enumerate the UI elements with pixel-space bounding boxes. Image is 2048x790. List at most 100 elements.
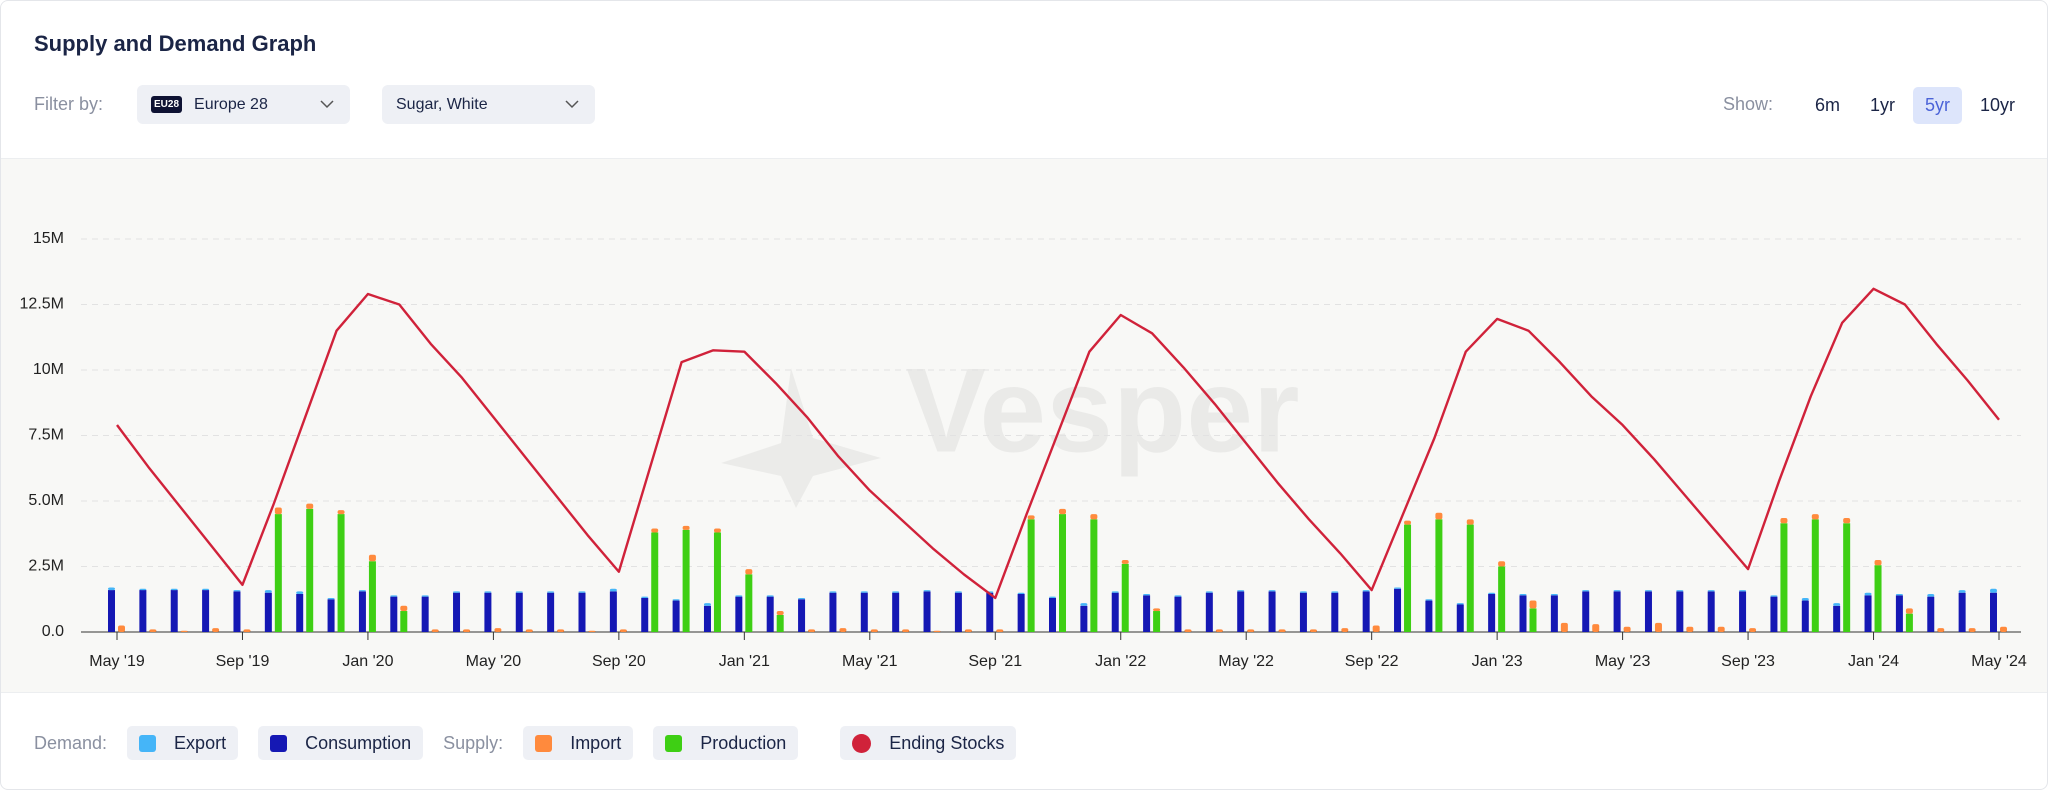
bar-segment <box>892 592 900 632</box>
bar-segment <box>421 596 429 632</box>
x-tick-label: Sep '22 <box>1345 653 1399 670</box>
x-tick-label: Jan '24 <box>1848 653 1899 670</box>
legend-swatch <box>852 733 872 753</box>
bar-segment <box>1247 629 1255 632</box>
bar-segment <box>327 599 335 632</box>
bar-segment <box>337 514 345 632</box>
bar-segment <box>1811 514 1819 520</box>
bar-segment <box>243 629 251 632</box>
bar-segment <box>1425 600 1433 632</box>
x-tick-label: Jan '20 <box>342 653 393 670</box>
bar-segment <box>170 590 178 632</box>
bar-segment <box>139 590 147 632</box>
bar-segment <box>1644 590 1652 592</box>
y-tick-label: 15M <box>33 230 64 247</box>
legend-item[interactable]: Production <box>653 726 799 760</box>
bar-segment <box>798 599 806 632</box>
bar-segment <box>327 597 335 600</box>
bar-segment <box>766 596 774 632</box>
bar-segment <box>1801 597 1809 601</box>
bar-segment <box>306 508 314 632</box>
bar-segment <box>1958 590 1966 593</box>
show-label: Show: <box>1723 94 1774 114</box>
legend-swatch <box>665 734 683 752</box>
bar-segment <box>233 591 241 632</box>
range-button[interactable]: 1yr <box>1869 95 1895 115</box>
bar-segment <box>264 592 272 632</box>
bar-segment <box>578 592 586 632</box>
legend-item[interactable]: Consumption <box>258 726 424 760</box>
bar-segment <box>986 592 994 632</box>
bar-segment <box>713 528 721 533</box>
x-tick-label: May '22 <box>1218 653 1274 670</box>
bar-segment <box>1654 622 1662 632</box>
bar-segment <box>735 595 743 597</box>
bar-segment <box>735 596 743 632</box>
dropdown-text: Europe 28 <box>194 95 268 113</box>
bar-segment <box>400 611 408 632</box>
bar-segment <box>2000 626 2007 632</box>
y-tick-label: 5.0M <box>28 492 64 509</box>
x-tick-label: May '20 <box>466 653 522 670</box>
bar-segment <box>118 625 125 632</box>
x-tick-label: Sep '23 <box>1721 653 1775 670</box>
bar-segment <box>1404 524 1412 632</box>
bar-segment <box>1519 594 1527 596</box>
x-tick-label: Sep '21 <box>968 653 1022 670</box>
bar-segment <box>1456 604 1464 632</box>
range-button[interactable]: 10yr <box>1979 95 2015 115</box>
bar-segment <box>1927 596 1935 632</box>
watermark-text: Vesper <box>906 344 1300 478</box>
y-tick-label: 0.0 <box>42 623 64 640</box>
bar-segment <box>651 528 659 533</box>
bar-segment <box>1582 590 1590 592</box>
bar-segment <box>1205 591 1213 593</box>
bar-segment <box>557 629 565 632</box>
chevron <box>320 100 334 109</box>
bar-segment <box>1498 566 1506 632</box>
region-dropdown[interactable]: EU28 Europe 28 <box>137 85 350 124</box>
bar-segment <box>1174 595 1182 597</box>
bar-segment <box>1707 590 1715 592</box>
bar-segment <box>641 596 649 598</box>
legend-item[interactable]: Import <box>523 726 634 760</box>
bar-segment <box>1017 594 1025 632</box>
bar-segment <box>139 588 147 591</box>
bar-segment <box>1990 588 1997 593</box>
bar-segment <box>1080 603 1088 606</box>
range-button[interactable]: 6m <box>1814 95 1840 115</box>
bar-segment <box>1362 590 1370 592</box>
y-tick-label: 2.5M <box>28 558 64 575</box>
bar-segment <box>839 628 847 632</box>
legend-item[interactable]: Export <box>127 726 239 760</box>
bar-segment <box>619 629 627 632</box>
bar-segment <box>954 591 962 593</box>
bar-segment <box>1049 597 1056 632</box>
bar-segment <box>494 628 502 632</box>
bar-segment <box>1927 594 1935 597</box>
legend-swatch <box>270 734 288 752</box>
bar-segment <box>651 532 659 632</box>
bar-segment <box>212 628 220 632</box>
bar-segment <box>1560 622 1568 632</box>
bar-segment <box>1268 591 1276 632</box>
bar-segment <box>1331 591 1339 593</box>
bar-segment <box>1299 592 1307 632</box>
legend-item[interactable]: Ending Stocks <box>840 726 1017 760</box>
bar-segment <box>1404 520 1412 525</box>
bar-segment <box>1843 523 1851 632</box>
bar-segment <box>1833 605 1841 632</box>
bar-segment <box>1843 518 1851 524</box>
bar-segment <box>453 592 461 632</box>
bar-segment <box>484 591 492 593</box>
range-button[interactable]: 5yr <box>1912 87 1962 124</box>
bar-segment <box>1874 559 1882 566</box>
bar-segment <box>578 591 586 593</box>
bar-segment <box>296 594 304 632</box>
bar-segment <box>1027 515 1035 520</box>
bar-segment <box>923 590 931 592</box>
bar-segment <box>776 611 784 615</box>
bar-segment <box>1905 608 1913 614</box>
bar-segment <box>1237 590 1245 592</box>
commodity-dropdown[interactable]: Sugar, White <box>382 85 595 124</box>
